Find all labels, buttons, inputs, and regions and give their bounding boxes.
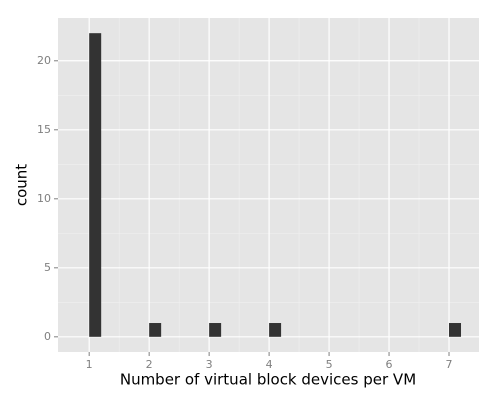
x-axis-title: Number of virtual block devices per VM xyxy=(120,371,416,389)
x-tick-label: 4 xyxy=(266,358,273,371)
y-tick-label: 10 xyxy=(37,192,51,205)
x-tick-label: 6 xyxy=(386,358,393,371)
y-tick-label: 0 xyxy=(44,330,51,343)
x-tick-label: 1 xyxy=(86,358,93,371)
y-tick-label: 15 xyxy=(37,123,51,136)
bar xyxy=(209,323,222,337)
bar xyxy=(89,33,102,337)
bars xyxy=(89,33,462,337)
y-tick-label: 5 xyxy=(44,261,51,274)
bar xyxy=(149,323,162,337)
x-tick-label: 2 xyxy=(146,358,153,371)
y-tick-label: 20 xyxy=(37,54,51,67)
x-tick-label: 3 xyxy=(206,358,213,371)
bar xyxy=(269,323,282,337)
grid xyxy=(58,18,479,352)
y-axis-title: count xyxy=(13,164,31,206)
x-tick-label: 5 xyxy=(326,358,333,371)
bar xyxy=(449,323,462,337)
x-tick-label: 7 xyxy=(446,358,453,371)
